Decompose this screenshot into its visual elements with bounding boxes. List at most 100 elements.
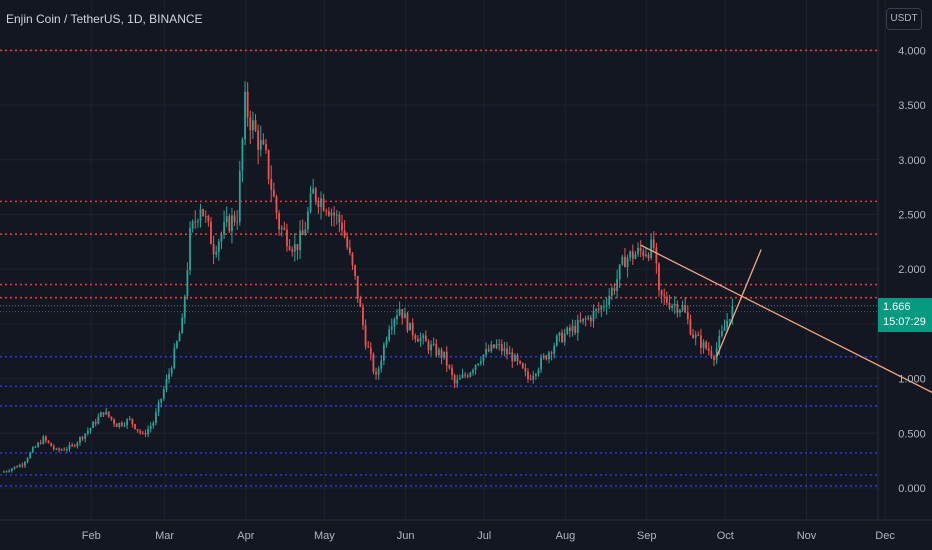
candle-body (301, 230, 304, 235)
candle-body (102, 412, 105, 415)
candle-body (346, 237, 349, 248)
candle-body (265, 143, 267, 151)
candle-body (383, 344, 385, 361)
candle-body (283, 227, 286, 230)
candle-body (199, 209, 202, 221)
candle-body (390, 326, 393, 330)
candle-body (715, 348, 718, 361)
candle-body (579, 319, 582, 322)
candle-body (348, 247, 351, 254)
candle-body (50, 442, 53, 447)
candle-body (595, 309, 598, 312)
candle-body (720, 330, 723, 336)
candles (3, 81, 734, 473)
candle-body (71, 444, 74, 446)
candle-body (587, 317, 590, 320)
candle-body (31, 447, 34, 453)
candle-body (438, 349, 440, 356)
candle-body (110, 416, 113, 420)
candle-body (689, 319, 692, 335)
x-tick-label: Oct (717, 530, 734, 542)
candle-body (409, 322, 411, 331)
candle-body (380, 360, 383, 369)
candle-body (422, 335, 425, 338)
candle-body (233, 215, 236, 222)
currency-unit-button[interactable]: USDT (886, 8, 922, 30)
candle-body (204, 215, 207, 217)
candle-body (458, 377, 461, 380)
candle-body (469, 372, 472, 377)
candle-body (645, 254, 647, 256)
candle-body (642, 251, 645, 256)
candle-body (367, 346, 370, 348)
candle-body (472, 370, 474, 373)
candle-body (430, 344, 432, 351)
x-tick-label: Dec (875, 530, 895, 542)
candle-body (37, 442, 39, 447)
x-tick-label: Jul (477, 530, 491, 542)
candle-body (362, 306, 364, 326)
candle-body (668, 302, 671, 309)
candle-body (252, 120, 254, 131)
candle-body (18, 464, 21, 468)
candle-body (477, 363, 480, 366)
candle-body (665, 296, 668, 303)
candle-body (603, 306, 605, 308)
candle-body (485, 349, 487, 355)
candle-body (624, 256, 626, 268)
candle-body (508, 352, 511, 355)
candle-body (621, 256, 624, 265)
candle-body (170, 368, 173, 374)
candle-body (351, 253, 354, 266)
candle-body (631, 251, 634, 259)
candle-body (165, 379, 168, 390)
candle-body (286, 229, 288, 247)
candle-body (356, 275, 359, 299)
candle-body (34, 446, 37, 448)
candle-body (647, 254, 650, 259)
candle-body (168, 373, 170, 380)
candle-body (288, 246, 291, 250)
candle-body (474, 365, 477, 371)
candle-body (317, 200, 320, 207)
candle-body (519, 360, 522, 364)
bar-countdown: 15:07:29 (883, 316, 926, 328)
candle-body (29, 452, 32, 459)
candle-body (584, 318, 587, 320)
candle-body (236, 221, 239, 223)
candle-body (613, 288, 616, 291)
candle-body (694, 334, 697, 338)
x-tick-label: Apr (237, 530, 254, 542)
candle-body (576, 319, 579, 333)
candle-body (68, 444, 71, 450)
candle-body (176, 341, 178, 348)
candle-body (723, 327, 726, 331)
candle-body (466, 375, 469, 377)
candle-body (76, 442, 79, 447)
candle-body (128, 418, 131, 420)
candle-body (676, 304, 679, 313)
candle-body (375, 371, 377, 375)
candle-body (343, 230, 346, 238)
candle-body (55, 448, 58, 450)
candle-body (639, 247, 642, 252)
candle-body (241, 139, 244, 172)
candle-body (160, 398, 163, 403)
candle-body (637, 247, 639, 255)
candle-body (673, 304, 676, 306)
candle-body (293, 244, 296, 252)
candle-body (105, 411, 108, 415)
candle-body (136, 429, 139, 431)
candle-body (618, 264, 621, 280)
candle-body (3, 471, 5, 473)
horizontal-levels (0, 49, 878, 487)
candle-body (272, 189, 275, 197)
candle-body (335, 214, 338, 216)
candle-body (270, 179, 273, 190)
candle-body (186, 270, 189, 297)
x-tick-label: Feb (82, 530, 101, 542)
candle-body (126, 419, 129, 426)
candle-body (144, 433, 147, 435)
